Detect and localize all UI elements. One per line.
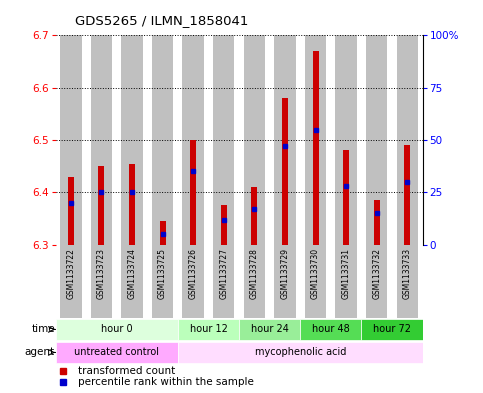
Bar (282, 98, 288, 245)
FancyBboxPatch shape (121, 245, 143, 318)
Text: GSM1133722: GSM1133722 (66, 248, 75, 299)
Bar (213, 35, 235, 245)
FancyBboxPatch shape (183, 245, 204, 318)
Bar (60, 35, 82, 245)
Text: GSM1133731: GSM1133731 (341, 248, 351, 299)
Bar (251, 187, 257, 245)
Bar (221, 206, 227, 245)
Text: time: time (31, 325, 55, 334)
Bar (152, 35, 173, 245)
FancyBboxPatch shape (213, 245, 235, 318)
Bar (68, 176, 74, 245)
FancyBboxPatch shape (305, 245, 327, 318)
Text: hour 0: hour 0 (101, 325, 132, 334)
Text: percentile rank within the sample: percentile rank within the sample (78, 377, 254, 387)
FancyBboxPatch shape (178, 319, 239, 340)
Text: hour 48: hour 48 (312, 325, 350, 334)
Text: mycophenolic acid: mycophenolic acid (255, 347, 346, 358)
Text: GSM1133730: GSM1133730 (311, 248, 320, 299)
Text: agent: agent (25, 347, 55, 358)
Bar (313, 51, 319, 245)
Bar (397, 35, 418, 245)
Bar (335, 35, 357, 245)
Text: untreated control: untreated control (74, 347, 159, 358)
Bar (305, 35, 327, 245)
FancyBboxPatch shape (60, 245, 82, 318)
Bar (121, 35, 143, 245)
Bar (159, 221, 166, 245)
FancyBboxPatch shape (178, 342, 423, 363)
FancyBboxPatch shape (244, 245, 265, 318)
FancyBboxPatch shape (152, 245, 173, 318)
Bar (183, 35, 204, 245)
Bar (91, 35, 112, 245)
FancyBboxPatch shape (239, 319, 300, 340)
FancyBboxPatch shape (56, 342, 178, 363)
Text: transformed count: transformed count (78, 366, 175, 376)
FancyBboxPatch shape (56, 319, 178, 340)
FancyBboxPatch shape (397, 245, 418, 318)
Bar (190, 140, 196, 245)
Text: GSM1133725: GSM1133725 (158, 248, 167, 299)
Text: hour 24: hour 24 (251, 325, 289, 334)
Text: GSM1133728: GSM1133728 (250, 248, 259, 299)
Bar (99, 166, 104, 245)
Bar (244, 35, 265, 245)
Text: GSM1133724: GSM1133724 (128, 248, 137, 299)
Text: hour 72: hour 72 (373, 325, 411, 334)
Bar (274, 35, 296, 245)
Bar (366, 35, 387, 245)
Bar (404, 145, 411, 245)
Bar (343, 151, 349, 245)
FancyBboxPatch shape (335, 245, 357, 318)
Text: GSM1133732: GSM1133732 (372, 248, 381, 299)
Text: GSM1133729: GSM1133729 (281, 248, 289, 299)
FancyBboxPatch shape (366, 245, 387, 318)
Text: GDS5265 / ILMN_1858041: GDS5265 / ILMN_1858041 (75, 15, 248, 28)
Text: GSM1133726: GSM1133726 (189, 248, 198, 299)
FancyBboxPatch shape (300, 319, 361, 340)
Bar (129, 163, 135, 245)
FancyBboxPatch shape (361, 319, 423, 340)
Text: GSM1133723: GSM1133723 (97, 248, 106, 299)
Text: hour 12: hour 12 (189, 325, 227, 334)
Text: GSM1133727: GSM1133727 (219, 248, 228, 299)
FancyBboxPatch shape (274, 245, 296, 318)
Bar (374, 200, 380, 245)
Text: GSM1133733: GSM1133733 (403, 248, 412, 299)
FancyBboxPatch shape (91, 245, 112, 318)
